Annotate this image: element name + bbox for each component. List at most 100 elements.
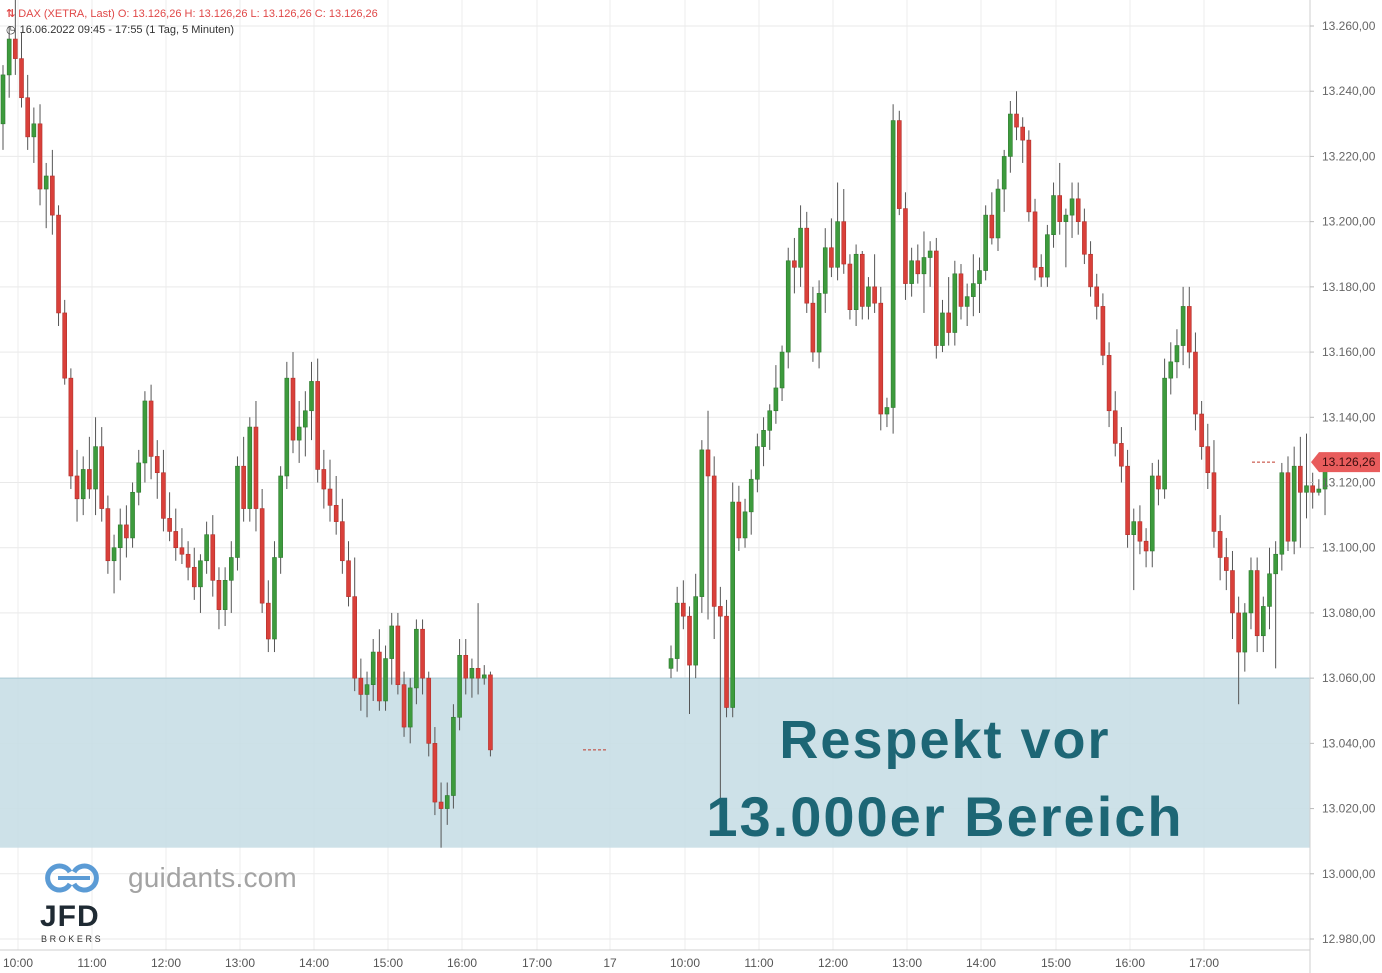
candle-body bbox=[25, 97, 30, 138]
candle-body bbox=[191, 566, 197, 588]
candle-body bbox=[1149, 475, 1155, 552]
candle-body bbox=[19, 58, 24, 99]
candle-body bbox=[210, 534, 216, 581]
candle-body bbox=[358, 677, 364, 695]
candlestick-icon: ⇅ bbox=[6, 8, 16, 20]
candle-body bbox=[451, 716, 456, 796]
candle-body bbox=[1304, 485, 1309, 493]
candle-body bbox=[475, 668, 481, 679]
y-tick-label: 13.180,00 bbox=[1322, 280, 1376, 294]
candle-body bbox=[693, 596, 698, 666]
candle-body bbox=[878, 302, 884, 415]
candle-body bbox=[798, 227, 803, 268]
candle-body bbox=[161, 472, 166, 519]
x-tick-label: 11:00 bbox=[744, 956, 773, 970]
candle-body bbox=[829, 247, 834, 268]
candle-body bbox=[1075, 198, 1081, 222]
candle-body bbox=[668, 658, 674, 669]
candle-body bbox=[1199, 413, 1204, 447]
candle-body bbox=[37, 123, 43, 190]
candle-body bbox=[222, 580, 228, 610]
candle-body bbox=[1100, 306, 1106, 356]
candle-body bbox=[927, 250, 933, 258]
candle-body bbox=[346, 560, 351, 597]
candle-body bbox=[1248, 570, 1254, 614]
candle-body bbox=[742, 511, 748, 539]
candle-body bbox=[438, 801, 444, 809]
candle-body bbox=[687, 615, 692, 666]
candle-body bbox=[13, 38, 18, 59]
candle-body bbox=[859, 253, 865, 307]
candle-body bbox=[1063, 214, 1069, 222]
chart-header: ⇅ DAX (XETRA, Last) O: 13.126,26 H: 13.12… bbox=[6, 6, 378, 38]
candle-body bbox=[333, 505, 339, 522]
candle-body bbox=[674, 602, 680, 659]
candle-body bbox=[1291, 465, 1297, 542]
candle-body bbox=[117, 524, 123, 549]
candle-body bbox=[235, 465, 240, 558]
candle-body bbox=[866, 286, 871, 307]
candle-body bbox=[469, 668, 475, 679]
candle-body bbox=[1038, 266, 1044, 278]
candle-body bbox=[1125, 465, 1130, 535]
candle-body bbox=[0, 74, 6, 125]
x-tick-label: 17:00 bbox=[522, 956, 552, 970]
candle-body bbox=[847, 263, 853, 310]
x-tick-label: 10:00 bbox=[670, 956, 700, 970]
jfd-logo: JFD bbox=[40, 900, 100, 933]
candle-body bbox=[1285, 472, 1291, 542]
candle-body bbox=[204, 534, 209, 562]
x-tick-label: 17 bbox=[603, 956, 617, 970]
candle-body bbox=[1014, 113, 1019, 128]
candle-body bbox=[266, 602, 271, 640]
x-tick-label: 13:00 bbox=[892, 956, 922, 970]
x-tick-label: 10:00 bbox=[3, 956, 33, 970]
candle-body bbox=[1168, 361, 1174, 379]
jfd-logo-subtitle: BROKERS bbox=[41, 934, 104, 944]
candle-body bbox=[971, 283, 976, 297]
x-tick-label: 15:00 bbox=[1041, 956, 1071, 970]
candle-body bbox=[253, 426, 259, 509]
candle-body bbox=[1174, 345, 1180, 363]
candle-body bbox=[420, 628, 425, 679]
y-tick-label: 12.980,00 bbox=[1322, 932, 1376, 946]
candle-body bbox=[1088, 253, 1093, 288]
candle-body bbox=[352, 596, 357, 679]
candle-body bbox=[80, 469, 86, 500]
candle-body bbox=[1261, 606, 1266, 637]
candle-body bbox=[247, 426, 253, 509]
candle-body bbox=[718, 606, 723, 617]
candle-body bbox=[1094, 286, 1100, 307]
candle-body bbox=[1112, 410, 1118, 444]
candle-body bbox=[370, 651, 376, 685]
x-tick-label: 12:00 bbox=[151, 956, 181, 970]
candle-body bbox=[835, 221, 840, 268]
candle-body bbox=[921, 257, 927, 275]
candle-body bbox=[872, 286, 877, 304]
candle-body bbox=[989, 214, 995, 239]
candle-body bbox=[841, 221, 847, 265]
candle-body bbox=[1267, 573, 1272, 607]
candle-body bbox=[315, 381, 320, 470]
last-price-label: 13.126,26 bbox=[1322, 455, 1376, 469]
y-tick-label: 13.220,00 bbox=[1322, 149, 1376, 163]
candle-body bbox=[142, 400, 148, 464]
candle-body bbox=[890, 120, 896, 408]
y-tick-label: 13.100,00 bbox=[1322, 541, 1376, 555]
candle-body bbox=[1106, 355, 1112, 412]
ohlc-info: DAX (XETRA, Last) O: 13.126,26 H: 13.126… bbox=[18, 8, 378, 20]
candle-body bbox=[278, 475, 283, 558]
candle-body bbox=[389, 625, 395, 659]
candle-body bbox=[198, 560, 203, 588]
candle-body bbox=[154, 456, 160, 474]
clock-icon: ◷ bbox=[6, 24, 16, 36]
candle-body bbox=[488, 674, 493, 751]
candle-body bbox=[1205, 446, 1211, 474]
candle-body bbox=[785, 260, 791, 353]
candle-body bbox=[1298, 465, 1303, 493]
candle-body bbox=[909, 260, 914, 284]
candle-body bbox=[167, 518, 172, 532]
candle-body bbox=[43, 175, 49, 190]
candle-body bbox=[1279, 472, 1285, 555]
candle-body bbox=[56, 214, 61, 314]
